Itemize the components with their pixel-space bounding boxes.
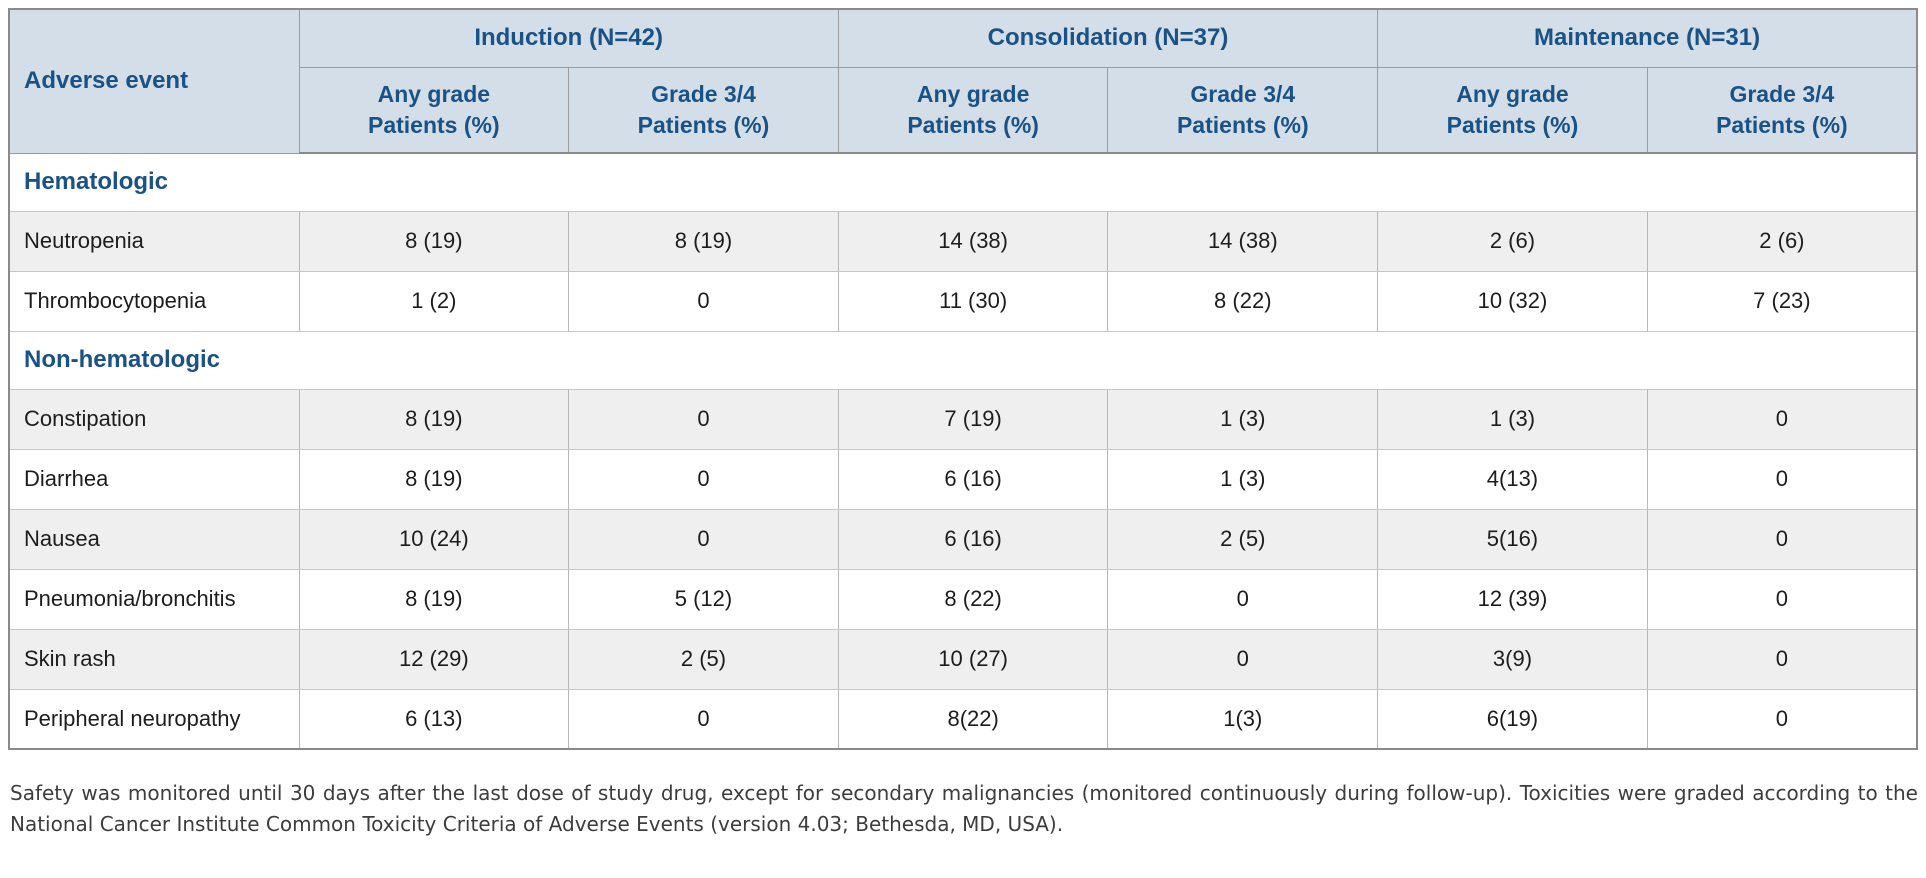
value-cell: 0 [1646, 448, 1918, 510]
table-row: Skin rash 12 (29) 2 (5) 10 (27) 0 3(9) 0 [8, 628, 1918, 690]
value-cell: 1 (3) [1107, 448, 1379, 510]
value-cell: 12 (29) [298, 628, 570, 690]
value-cell: 6 (16) [837, 508, 1109, 570]
value-cell: 7 (19) [837, 388, 1109, 450]
sub-header-0-0: Any grade Patients (%) [298, 66, 570, 154]
event-name-cell: Skin rash [8, 628, 300, 690]
value-cell: 8 (19) [568, 210, 839, 272]
value-cell: 0 [568, 508, 839, 570]
table-footnote: Safety was monitored until 30 days after… [10, 781, 1918, 836]
value-cell: 1 (3) [1377, 388, 1648, 450]
section-label: Hematologic [9, 152, 1917, 212]
value-cell: 2 (5) [568, 628, 839, 690]
event-name-cell: Thrombocytopenia [8, 270, 300, 332]
section-row: Non-hematologic [9, 330, 1917, 390]
value-cell: 0 [1107, 628, 1379, 690]
value-cell: 14 (38) [837, 210, 1109, 272]
table-row: Diarrhea 8 (19) 0 6 (16) 1 (3) 4(13) 0 [8, 448, 1918, 510]
value-cell: 12 (39) [1377, 568, 1648, 630]
group-header-2: Maintenance (N=31) [1377, 8, 1918, 68]
value-cell: 8(22) [837, 688, 1109, 750]
sub-header-2-1: Grade 3/4 Patients (%) [1646, 66, 1918, 154]
value-cell: 6 (16) [837, 448, 1109, 510]
group-header-0: Induction (N=42) [298, 8, 839, 68]
header-sub-row: Any grade Patients (%) Grade 3/4 Patients (… [9, 66, 1918, 154]
value-cell: 10 (27) [837, 628, 1109, 690]
value-cell: 0 [1646, 508, 1918, 570]
table-header: Adverse event Induction (N=42) Consolidati… [8, 8, 1918, 154]
value-cell: 4(13) [1377, 448, 1648, 510]
column-header-adverse-event: Adverse event [8, 8, 300, 154]
value-cell: 0 [568, 688, 839, 750]
value-cell: 0 [568, 270, 839, 332]
sub-header-2-0: Any grade Patients (%) [1377, 66, 1648, 154]
header-group-row: Adverse event Induction (N=42) Consolidati… [8, 8, 1918, 154]
group-header-1: Consolidation (N=37) [837, 8, 1379, 68]
sub-header-1-1: Grade 3/4 Patients (%) [1107, 66, 1379, 154]
value-cell: 8 (22) [1107, 270, 1379, 332]
table-row: Constipation 8 (19) 0 7 (19) 1 (3) 1 (3) 0 [8, 388, 1918, 450]
value-cell: 14 (38) [1107, 210, 1379, 272]
value-cell: 1 (2) [298, 270, 570, 332]
value-cell: 6 (13) [298, 688, 570, 750]
value-cell: 7 (23) [1646, 270, 1918, 332]
event-name-cell: Diarrhea [8, 448, 300, 510]
event-name-cell: Constipation [8, 388, 300, 450]
value-cell: 0 [1107, 568, 1379, 630]
adverse-events-table: Adverse event Induction (N=42) Consolidati… [8, 8, 1918, 750]
section-label: Non-hematologic [9, 330, 1917, 390]
table-row: Thrombocytopenia 1 (2) 0 11 (30) 8 (22) 10 (3… [8, 270, 1918, 332]
value-cell: 5 (12) [568, 568, 839, 630]
table-row: Nausea 10 (24) 0 6 (16) 2 (5) 5(16) 0 [8, 508, 1918, 570]
sub-header-1-0: Any grade Patients (%) [837, 66, 1109, 154]
value-cell: 0 [568, 388, 839, 450]
section-row: Hematologic [9, 152, 1917, 212]
value-cell: 2 (6) [1377, 210, 1648, 272]
value-cell: 3(9) [1377, 628, 1648, 690]
value-cell: 11 (30) [837, 270, 1109, 332]
value-cell: 2 (5) [1107, 508, 1379, 570]
value-cell: 8 (19) [298, 388, 570, 450]
value-cell: 1(3) [1107, 688, 1379, 750]
value-cell: 5(16) [1377, 508, 1648, 570]
event-name-cell: Pneumonia/bronchitis [8, 568, 300, 630]
value-cell: 10 (32) [1377, 270, 1648, 332]
event-name-cell: Neutropenia [8, 210, 300, 272]
value-cell: 8 (19) [298, 448, 570, 510]
value-cell: 2 (6) [1646, 210, 1918, 272]
value-cell: 0 [1646, 688, 1918, 750]
table-body: Hematologic Neutropenia 8 (19) 8 (19) 14 (38… [8, 152, 1918, 750]
value-cell: 0 [1646, 628, 1918, 690]
table-row: Pneumonia/bronchitis 8 (19) 5 (12) 8 (22) 0 1… [8, 568, 1918, 630]
table-row: Peripheral neuropathy 6 (13) 0 8(22) 1(3) 6(1… [8, 688, 1918, 750]
event-name-cell: Peripheral neuropathy [8, 688, 300, 750]
page: Adverse event Induction (N=42) Consolidati… [8, 8, 1918, 836]
table-row: Neutropenia 8 (19) 8 (19) 14 (38) 14 (38) 2 (… [8, 210, 1918, 272]
value-cell: 8 (19) [298, 568, 570, 630]
value-cell: 1 (3) [1107, 388, 1379, 450]
value-cell: 10 (24) [298, 508, 570, 570]
event-name-cell: Nausea [8, 508, 300, 570]
value-cell: 8 (19) [298, 210, 570, 272]
value-cell: 0 [568, 448, 839, 510]
sub-header-0-1: Grade 3/4 Patients (%) [568, 66, 839, 154]
value-cell: 8 (22) [837, 568, 1109, 630]
value-cell: 0 [1646, 568, 1918, 630]
value-cell: 6(19) [1377, 688, 1648, 750]
value-cell: 0 [1646, 388, 1918, 450]
